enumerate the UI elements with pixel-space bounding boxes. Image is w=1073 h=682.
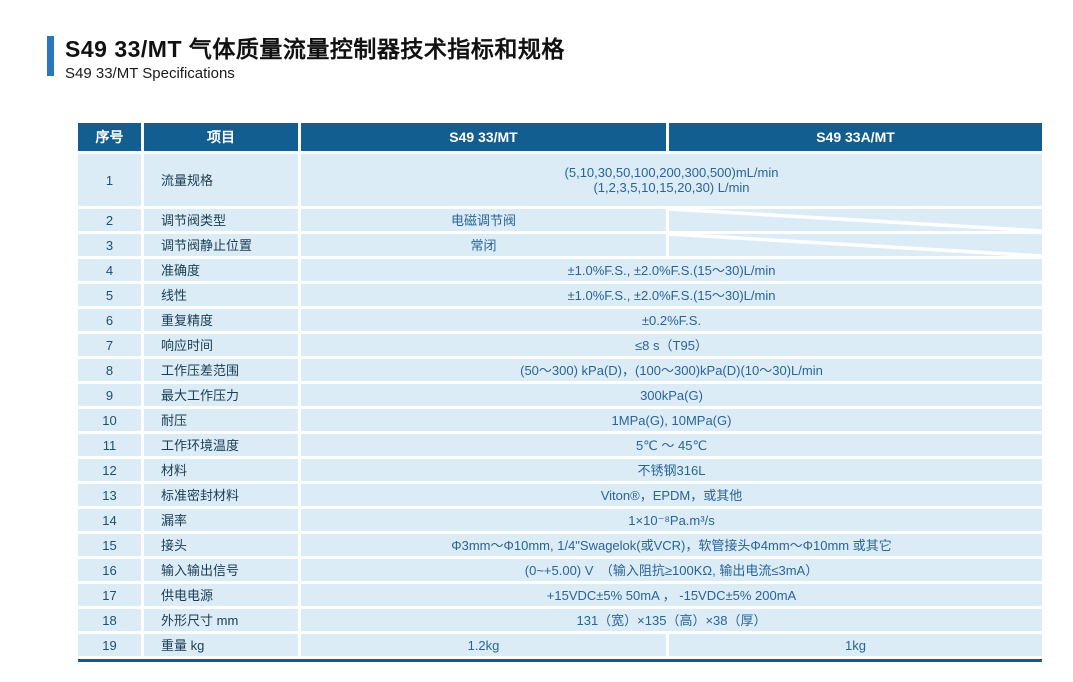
row-item: 材料 <box>144 459 298 481</box>
table-row: 17 供电电源 +15VDC±5% 50mA ， -15VDC±5% 200mA <box>78 584 1042 606</box>
row-item: 线性 <box>144 284 298 306</box>
header-cell-item: 项目 <box>144 123 298 151</box>
row-no: 5 <box>78 284 141 306</box>
row-item: 准确度 <box>144 259 298 281</box>
row-no: 4 <box>78 259 141 281</box>
row-value: Viton®，EPDM，或其他 <box>301 484 1042 506</box>
row-no: 18 <box>78 609 141 631</box>
row-value: 5℃ ～ 45℃ <box>301 434 1042 456</box>
spec-table: 序号 项目 S49 33/MT S49 33A/MT 1 流量规格 (5,10,30… <box>78 123 1042 662</box>
row-no: 14 <box>78 509 141 531</box>
table-row: 2 调节阀类型 电磁调节阀 <box>78 209 1042 231</box>
row-no: 17 <box>78 584 141 606</box>
row-value: (0~+5.00) V （输入阻抗≥100KΩ, 输出电流≤3mA） <box>301 559 1042 581</box>
table-row: 4 准确度 ±1.0%F.S., ±2.0%F.S.(15～30)L/min <box>78 259 1042 281</box>
table-body: 1 流量规格 (5,10,30,50,100,200,300,500)mL/min … <box>78 154 1042 656</box>
table-row: 15 接头 Φ3mm～Φ10mm, 1/4"Swagelok(或VCR)，软管接头Φ… <box>78 534 1042 556</box>
row-value: 300kPa(G) <box>301 384 1042 406</box>
row-no: 13 <box>78 484 141 506</box>
row-value: +15VDC±5% 50mA ， -15VDC±5% 200mA <box>301 584 1042 606</box>
row-value: 131（宽）×135（高）×38（厚） <box>301 609 1042 631</box>
row-item: 漏率 <box>144 509 298 531</box>
table-row: 8 工作压差范围 (50～300) kPa(D)，(100～300)kPa(D)(1… <box>78 359 1042 381</box>
row-value: 1×10⁻⁸Pa.m³/s <box>301 509 1042 531</box>
row-item: 重复精度 <box>144 309 298 331</box>
row-item: 流量规格 <box>144 154 298 206</box>
row-item: 最大工作压力 <box>144 384 298 406</box>
page-subtitle: S49 33/MT Specifications <box>65 65 235 82</box>
row-no: 12 <box>78 459 141 481</box>
row-no: 1 <box>78 154 141 206</box>
table-row: 6 重复精度 ±0.2%F.S. <box>78 309 1042 331</box>
row-item: 工作压差范围 <box>144 359 298 381</box>
row-item: 供电电源 <box>144 584 298 606</box>
table-bottom-rule <box>78 659 1042 662</box>
table-row: 7 响应时间 ≤8 s（T95） <box>78 334 1042 356</box>
row-no: 8 <box>78 359 141 381</box>
row-value: (5,10,30,50,100,200,300,500)mL/min (1,2,… <box>301 154 1042 206</box>
table-row: 12 材料 不锈钢316L <box>78 459 1042 481</box>
row-no: 9 <box>78 384 141 406</box>
na-cell <box>669 234 1042 256</box>
table-row: 18 外形尺寸 mm 131（宽）×135（高）×38（厚） <box>78 609 1042 631</box>
title-accent-bar <box>47 36 54 76</box>
table-row: 14 漏率 1×10⁻⁸Pa.m³/s <box>78 509 1042 531</box>
row-value-a: 1.2kg <box>301 634 666 656</box>
row-value: ±1.0%F.S., ±2.0%F.S.(15～30)L/min <box>301 284 1042 306</box>
row-value: (50～300) kPa(D)，(100～300)kPa(D)(10～30)L/… <box>301 359 1042 381</box>
table-row: 5 线性 ±1.0%F.S., ±2.0%F.S.(15～30)L/min <box>78 284 1042 306</box>
na-slash-icon <box>669 209 1042 231</box>
row-no: 2 <box>78 209 141 231</box>
row-item: 接头 <box>144 534 298 556</box>
row-item: 工作环境温度 <box>144 434 298 456</box>
header-cell-no: 序号 <box>78 123 141 151</box>
na-cell <box>669 209 1042 231</box>
header-cell-s4933amt: S49 33A/MT <box>669 123 1042 151</box>
row-value: ±1.0%F.S., ±2.0%F.S.(15～30)L/min <box>301 259 1042 281</box>
row-value: 1MPa(G), 10MPa(G) <box>301 409 1042 431</box>
row-no: 19 <box>78 634 141 656</box>
table-header-row: 序号 项目 S49 33/MT S49 33A/MT <box>78 123 1042 151</box>
page-header: S49 33/MT 气体质量流量控制器技术指标和规格 S49 33/MT Spe… <box>47 36 565 82</box>
row-item: 标准密封材料 <box>144 484 298 506</box>
row-item: 调节阀静止位置 <box>144 234 298 256</box>
row-item: 重量 kg <box>144 634 298 656</box>
row-no: 7 <box>78 334 141 356</box>
table-row: 16 输入输出信号 (0~+5.00) V （输入阻抗≥100KΩ, 输出电流≤3m… <box>78 559 1042 581</box>
table-row: 1 流量规格 (5,10,30,50,100,200,300,500)mL/min … <box>78 154 1042 206</box>
row-no: 3 <box>78 234 141 256</box>
row-value: 常闭 <box>301 234 666 256</box>
row-item: 输入输出信号 <box>144 559 298 581</box>
na-slash-icon <box>669 234 1042 256</box>
table-row: 10 耐压 1MPa(G), 10MPa(G) <box>78 409 1042 431</box>
page-title: S49 33/MT 气体质量流量控制器技术指标和规格 <box>65 36 565 62</box>
row-value: ±0.2%F.S. <box>301 309 1042 331</box>
table-row: 3 调节阀静止位置 常闭 <box>78 234 1042 256</box>
header-cell-s4933mt: S49 33/MT <box>301 123 666 151</box>
table-row: 11 工作环境温度 5℃ ～ 45℃ <box>78 434 1042 456</box>
row-value-b: 1kg <box>669 634 1042 656</box>
row-value: 电磁调节阀 <box>301 209 666 231</box>
row-value: ≤8 s（T95） <box>301 334 1042 356</box>
table-row: 9 最大工作压力 300kPa(G) <box>78 384 1042 406</box>
row-item: 调节阀类型 <box>144 209 298 231</box>
row-no: 11 <box>78 434 141 456</box>
row-no: 15 <box>78 534 141 556</box>
row-no: 6 <box>78 309 141 331</box>
row-no: 16 <box>78 559 141 581</box>
row-value: 不锈钢316L <box>301 459 1042 481</box>
table-row: 13 标准密封材料 Viton®，EPDM，或其他 <box>78 484 1042 506</box>
row-item: 响应时间 <box>144 334 298 356</box>
row-value: Φ3mm～Φ10mm, 1/4"Swagelok(或VCR)，软管接头Φ4mm～… <box>301 534 1042 556</box>
row-item: 耐压 <box>144 409 298 431</box>
table-row: 19 重量 kg 1.2kg 1kg <box>78 634 1042 656</box>
row-no: 10 <box>78 409 141 431</box>
row-item: 外形尺寸 mm <box>144 609 298 631</box>
